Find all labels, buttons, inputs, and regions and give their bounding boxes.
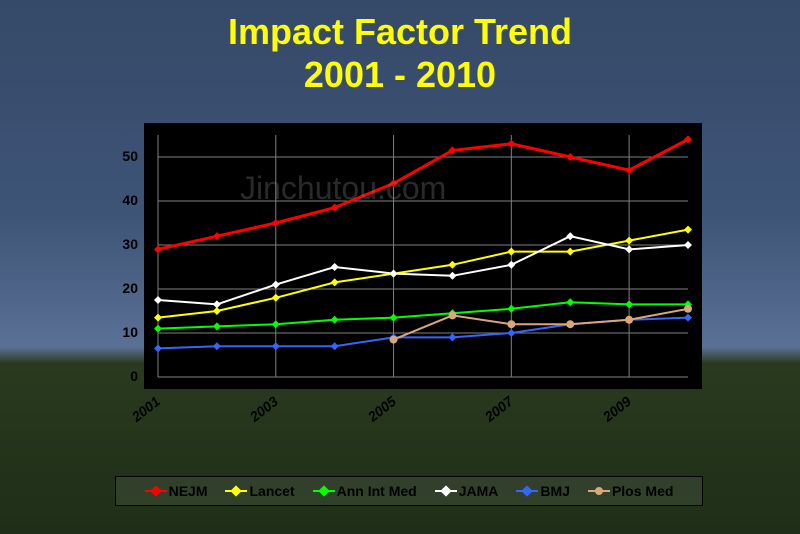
y-tick-label: 40	[110, 192, 138, 208]
x-tick-label: 2007	[482, 393, 516, 425]
legend-item: Ann Int Med	[313, 483, 417, 499]
legend-item: NEJM	[145, 483, 208, 499]
y-tick-label: 10	[110, 324, 138, 340]
chart-title: Impact Factor Trend 2001 - 2010	[0, 0, 800, 96]
chart-svg	[144, 123, 702, 389]
legend-label: Plos Med	[612, 483, 673, 499]
y-tick-label: 50	[110, 148, 138, 164]
x-tick-label: 2005	[364, 393, 398, 425]
legend-label: Ann Int Med	[337, 483, 417, 499]
chart-container: 0 10 20 30 40 50 2001 2003 2005 2007 2009	[110, 115, 710, 425]
x-tick-label: 2001	[129, 393, 163, 425]
plot-area	[144, 123, 702, 389]
legend-label: Lancet	[249, 483, 294, 499]
legend-label: JAMA	[459, 483, 499, 499]
legend-item: Lancet	[225, 483, 294, 499]
legend-item: Plos Med	[588, 483, 673, 499]
legend-item: JAMA	[435, 483, 499, 499]
y-tick-label: 0	[110, 368, 138, 384]
title-line2: 2001 - 2010	[0, 53, 800, 96]
legend-label: NEJM	[169, 483, 208, 499]
legend: NEJM Lancet Ann Int Med JAMA BMJ Plos Med	[115, 476, 703, 506]
legend-item: BMJ	[516, 483, 570, 499]
y-tick-label: 30	[110, 236, 138, 252]
legend-label: BMJ	[540, 483, 570, 499]
x-tick-label: 2003	[246, 393, 280, 425]
y-tick-label: 20	[110, 280, 138, 296]
title-line1: Impact Factor Trend	[0, 10, 800, 53]
slide: Impact Factor Trend 2001 - 2010 0 10 20 30 4…	[0, 0, 800, 534]
x-tick-label: 2009	[600, 393, 634, 425]
